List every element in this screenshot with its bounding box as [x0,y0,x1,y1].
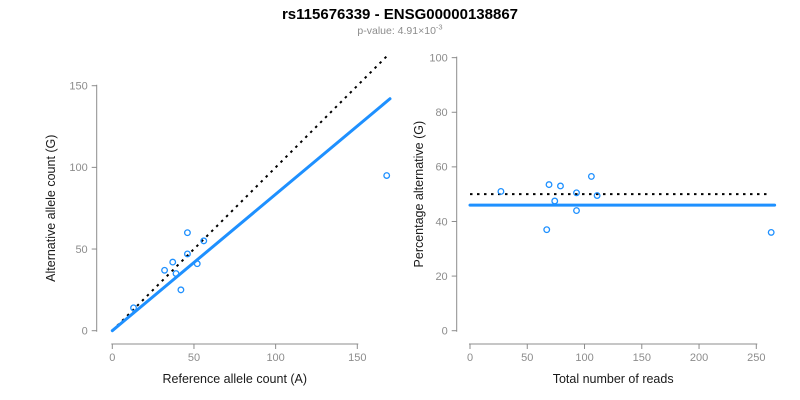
plot-allele-counts: 0 50 100 150 0 50 100 150 Reference allele count… [44,55,392,386]
y-axis-title: Alternative allele count (G) [44,135,58,282]
y-tick-label: 0 [442,326,448,338]
p-value-exponent: -3 [435,22,443,32]
x-tick-label: 0 [467,352,473,364]
data-point [545,181,553,189]
p-value-text: p-value: 4.91×10 [357,25,436,37]
x-tick-label: 50 [188,352,200,364]
x-tick-label: 100 [575,352,593,364]
data-point [169,258,177,266]
figure-subtitle: p-value: 4.91×10-3 [0,22,800,37]
x-tick-label: 250 [747,352,765,364]
x-tick-label: 100 [266,352,284,364]
regression-line [110,97,392,333]
x-tick-label: 150 [348,352,366,364]
y-tick-label: 20 [435,271,447,283]
data-point [551,197,559,205]
y-tick-label: 60 [435,162,447,174]
y-tick-label: 50 [75,244,87,256]
y-axis-title: Percentage alternative (G) [412,121,426,268]
x-tick-label: 0 [109,352,115,364]
data-point [200,237,208,245]
data-point [183,229,191,237]
y-tick-label: 100 [429,52,447,64]
y-tick-label: 100 [69,162,87,174]
data-point [593,192,601,199]
data-point [767,228,775,236]
y-tick-label: 150 [69,81,87,93]
y-tick-label: 0 [82,326,88,338]
identity-line [111,55,388,332]
y-tick-label: 40 [435,216,447,228]
x-tick-label: 200 [690,352,708,364]
data-point [183,250,191,258]
figure-title: rs115676339 - ENSG00000138867 [281,6,519,23]
data-point [573,207,580,215]
data-point [573,189,580,197]
data-point [383,172,391,179]
data-point [161,266,169,274]
data-point [130,304,137,312]
data-point [497,187,505,195]
y-tick-label: 80 [435,107,447,119]
x-tick-label: 50 [521,352,533,364]
x-axis-title: Reference allele count (A) [163,372,308,386]
data-point [177,286,185,294]
data-point [557,182,564,190]
data-point [587,172,595,180]
x-axis-title: Total number of reads [553,372,674,386]
x-tick-label: 150 [633,352,651,364]
plot-percentage-alternative: 0 50 100 150 200 250 0 20 40 60 80 100 Total number … [412,52,777,386]
data-point [543,226,551,234]
